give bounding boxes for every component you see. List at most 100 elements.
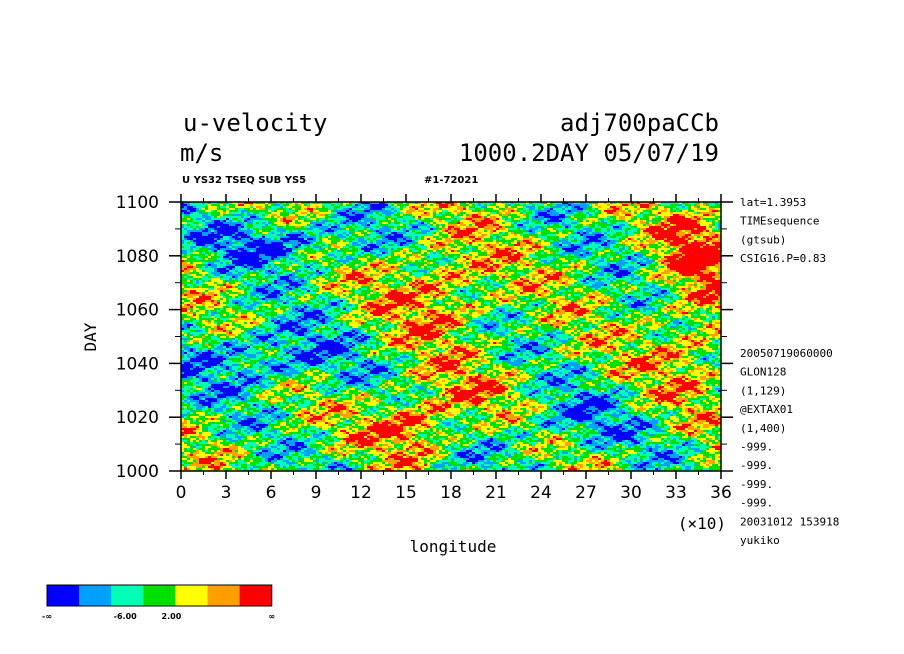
heatmap-cell bbox=[634, 232, 640, 234]
heatmap-cell bbox=[364, 206, 367, 208]
heatmap-cell bbox=[340, 246, 343, 248]
heatmap-cell bbox=[472, 250, 481, 252]
heatmap-cell bbox=[226, 290, 232, 292]
heatmap-cell bbox=[265, 266, 268, 268]
heatmap-cell bbox=[598, 262, 607, 264]
heatmap-cell bbox=[259, 272, 265, 274]
heatmap-cell bbox=[280, 232, 283, 234]
heatmap-cell bbox=[670, 286, 673, 288]
heatmap-cell bbox=[583, 290, 595, 292]
heatmap-cell bbox=[517, 262, 520, 264]
heatmap-cell bbox=[187, 250, 190, 252]
heatmap-cell bbox=[208, 230, 211, 232]
heatmap-cell bbox=[592, 214, 595, 216]
heatmap-cell bbox=[667, 210, 670, 212]
heatmap-cell bbox=[514, 202, 526, 204]
heatmap-cell bbox=[265, 272, 271, 274]
heatmap-cell bbox=[565, 214, 574, 216]
heatmap-cell bbox=[379, 304, 382, 306]
heatmap-cell bbox=[181, 226, 184, 228]
heatmap-cell bbox=[247, 284, 253, 286]
heatmap-cell bbox=[412, 298, 415, 300]
heatmap-cell bbox=[328, 256, 334, 258]
heatmap-cell bbox=[709, 240, 721, 242]
heatmap-cell bbox=[346, 276, 355, 278]
heatmap-cell bbox=[307, 218, 310, 220]
heatmap-cell bbox=[535, 242, 538, 244]
heatmap-cell bbox=[250, 238, 253, 240]
heatmap-cell bbox=[631, 276, 634, 278]
heatmap-cell bbox=[373, 266, 376, 268]
heatmap-cell bbox=[304, 262, 310, 264]
heatmap-cell bbox=[529, 228, 538, 230]
heatmap-cell bbox=[529, 262, 532, 264]
heatmap-cell bbox=[358, 282, 367, 284]
heatmap-cell bbox=[532, 262, 535, 264]
heatmap-cell bbox=[478, 294, 481, 296]
heatmap-cell bbox=[472, 286, 475, 288]
heatmap-cell bbox=[181, 300, 184, 302]
heatmap-cell bbox=[592, 208, 595, 210]
heatmap-cell bbox=[466, 300, 469, 302]
heatmap-cell bbox=[478, 266, 481, 268]
heatmap-cell bbox=[652, 302, 664, 304]
heatmap-cell bbox=[499, 244, 502, 246]
heatmap-cell bbox=[712, 214, 715, 216]
heatmap-cell bbox=[487, 206, 496, 208]
heatmap-cell bbox=[313, 286, 319, 288]
heatmap-cell bbox=[250, 218, 262, 220]
heatmap-cell bbox=[556, 282, 559, 284]
heatmap-cell bbox=[202, 220, 205, 222]
heatmap-cell bbox=[505, 228, 508, 230]
heatmap-cell bbox=[355, 222, 358, 224]
heatmap-cell bbox=[490, 282, 499, 284]
heatmap-cell bbox=[298, 220, 304, 222]
heatmap-cell bbox=[625, 282, 628, 284]
heatmap-cell bbox=[301, 296, 304, 298]
heatmap-cell bbox=[424, 202, 427, 204]
heatmap-cell bbox=[310, 256, 313, 258]
heatmap-cell bbox=[511, 282, 514, 284]
heatmap-cell bbox=[613, 274, 628, 276]
heatmap-cell bbox=[490, 216, 496, 218]
heatmap-cell bbox=[538, 242, 541, 244]
heatmap-cell bbox=[649, 246, 661, 248]
heatmap-cell bbox=[286, 274, 289, 276]
heatmap-cell bbox=[676, 278, 679, 280]
heatmap-cell bbox=[466, 294, 472, 296]
heatmap-cell bbox=[526, 242, 532, 244]
heatmap-cell bbox=[682, 204, 685, 206]
heatmap-cell bbox=[187, 218, 190, 220]
heatmap-cell bbox=[592, 252, 598, 254]
heatmap-cell bbox=[337, 268, 340, 270]
heatmap-cell bbox=[433, 298, 436, 300]
heatmap-cell bbox=[514, 240, 517, 242]
heatmap-cell bbox=[265, 222, 268, 224]
heatmap-cell bbox=[235, 286, 238, 288]
heatmap-cell bbox=[340, 206, 352, 208]
heatmap-cell bbox=[484, 210, 499, 212]
heatmap-cell bbox=[403, 230, 406, 232]
heatmap-cell bbox=[451, 260, 454, 262]
heatmap-cell bbox=[199, 282, 205, 284]
heatmap-cell bbox=[346, 204, 352, 206]
heatmap-cell bbox=[619, 296, 622, 298]
heatmap-cell bbox=[421, 294, 430, 296]
heatmap-cell bbox=[286, 226, 295, 228]
heatmap-cell bbox=[397, 220, 403, 222]
heatmap-cell bbox=[193, 248, 199, 250]
heatmap-cell bbox=[535, 276, 544, 278]
heatmap-cell bbox=[445, 298, 448, 300]
heatmap-cell bbox=[298, 298, 310, 300]
heatmap-cell bbox=[526, 212, 532, 214]
heatmap-cell bbox=[541, 300, 544, 302]
heatmap-cell bbox=[544, 222, 547, 224]
heatmap-cell bbox=[220, 220, 223, 222]
heatmap-cell bbox=[307, 280, 310, 282]
heatmap-cell bbox=[541, 296, 547, 298]
heatmap-cell bbox=[517, 228, 520, 230]
heatmap-cell bbox=[277, 288, 283, 290]
heatmap-cell bbox=[550, 300, 559, 302]
heatmap-cell bbox=[550, 240, 553, 242]
heatmap-cell bbox=[712, 210, 718, 212]
